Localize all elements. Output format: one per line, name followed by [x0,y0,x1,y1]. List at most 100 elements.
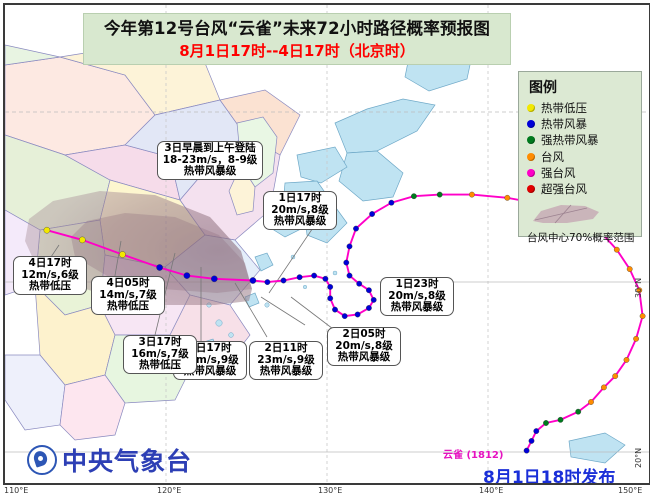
history-point-22 [388,199,395,206]
map-frame: 今年第12号台风“云雀”未来72小时路径概率预报图 8月1日17时--4日17时… [3,3,650,485]
forecast-point-0 [249,277,257,284]
agency-logo: 中央气象台 [27,442,192,478]
forecast-point-4 [119,251,126,258]
history-point-34 [332,306,338,313]
chart-title-banner: 今年第12号台风“云雀”未来72小时路径概率预报图 8月1日17时--4日17时… [83,13,511,65]
forecast-track-points [43,226,257,284]
history-point-21 [411,193,417,200]
history-point-11 [639,313,646,319]
callout-line-3: 热带风暴级 [259,365,313,378]
legend-item-label: 超强台风 [541,182,587,197]
history-point-4 [557,416,564,423]
forecast-point-5 [79,236,86,244]
callout-aug1-23h: 1日23时 20m/s,8级 热带风暴级 [380,277,454,316]
callout-line-2: 14m/s,7级 [99,288,157,301]
lon-tick-0: 110°E [4,486,29,495]
lon-tick-3: 140°E [479,486,504,495]
lon-tick-1: 120°E [157,486,182,495]
legend-item-label: 强台风 [541,165,576,180]
legend-cone-swatch: 台风中心70%概率范围 [527,201,635,244]
legend-item-4: 强台风 [527,165,635,181]
history-point-1 [528,438,535,444]
callout-aug4-17h: 4日17时 12m/s,6级 热带低压 [13,256,87,295]
forecast-track-line [46,229,268,284]
callout-line-2: 23m/s,9级 [181,353,239,366]
graticule [165,5,489,483]
legend-dot-icon [527,104,535,113]
history-point-30 [370,297,377,303]
callout-line-2: 20m/s,8级 [271,203,329,216]
history-point-40 [280,277,287,284]
legend-item-1: 热带风暴 [527,116,635,132]
forecast-point-6 [43,226,51,234]
history-point-19 [469,191,475,198]
legend-item-2: 强热带风暴 [527,132,635,148]
callout-line-1: 1日17时 [278,192,322,204]
callout-line-2: 18-23m/s，8-9级 [162,153,258,166]
history-point-7 [601,384,607,391]
page-title: 今年第12号台风“云雀”未来72小时路径概率预报图 [103,19,491,38]
history-point-31 [366,305,372,311]
callout-line-3: 热带风暴级 [183,165,237,178]
history-point-5 [575,408,582,415]
title-subtitle: 8月1日17时--4日17时（北京时） [179,42,415,60]
forecast-point-1 [211,275,218,283]
history-point-14 [613,246,620,253]
history-point-25 [346,243,353,250]
history-point-13 [626,266,633,272]
agency-name: 中央气象台 [62,447,193,476]
callout-line-2: 20m/s,8级 [388,289,446,302]
callout-line-3: 热带低压 [29,280,71,293]
callout-line-2: 12m/s,6级 [21,268,79,281]
history-point-36 [327,284,334,290]
history-point-6 [588,399,594,405]
legend-dot-icon [527,120,535,129]
legend-dot-icon [527,168,535,177]
history-point-26 [343,259,350,266]
legend-dot-icon [527,152,535,161]
legend-heading: 图例 [529,80,557,96]
lon-tick-2: 130°E [318,486,343,495]
probability-cone-inner [71,213,252,293]
cma-emblem-icon [27,445,57,475]
history-point-28 [356,280,363,287]
history-point-41 [264,279,271,285]
callout-aug4-05h: 4日05时 14m/s,7级 热带低压 [91,276,165,315]
callout-line-1: 2日05时 [342,328,386,340]
callout-line-1: 1日23时 [395,278,439,290]
callout-line-1: 4日05时 [106,277,150,289]
callout-line-1: 3日早晨到上午登陆 [164,142,256,154]
history-point-27 [346,272,353,279]
legend-cone-label: 台风中心70%概率范围 [527,232,635,245]
history-point-32 [354,311,361,318]
callout-aug2-11h: 2日11时 23m/s,9级 热带风暴级 [249,341,323,380]
legend-item-3: 台风 [527,149,635,165]
callout-line-3: 热带风暴级 [183,365,237,378]
legend-item-label: 热带风暴 [541,117,587,132]
callout-line-3: 热带低压 [107,300,149,313]
callout-line-1: 3日17时 [138,336,182,348]
callout-line-2: 23m/s,9级 [257,353,315,366]
legend-dot-icon [527,136,535,145]
issue-time-label: 8月1日18时发布 [483,468,616,485]
history-point-38 [311,272,317,279]
history-point-37 [322,275,329,282]
callout-line-1: 2日11时 [264,342,308,354]
callout-line-3: 热带风暴级 [273,215,327,228]
forecast-point-2 [183,272,191,279]
forecast-point-3 [156,264,163,271]
legend-panel: 图例 热带低压 热带风暴 强热带风暴 台风 强台风 超强台风 台风中心70%概率范围 [518,71,642,244]
legend-items: 热带低压 热带风暴 强热带风暴 台风 强台风 超强台风 [527,100,635,197]
callout-aug1-17h: 1日17时 20m/s,8级 热带风暴级 [263,191,337,230]
history-point-9 [623,357,630,363]
history-point-29 [366,287,372,294]
callout-line-1: 2日17时 [188,342,232,354]
history-point-33 [341,313,348,319]
lon-tick-4: 150°E [618,486,643,495]
callout-line-1: 4日17时 [28,257,72,269]
cone-swatch-icon [533,204,599,224]
storm-name-tag: 云雀 (1812) [443,450,504,461]
history-point-18 [504,194,511,201]
callout-line-3: 热带风暴级 [337,351,391,364]
